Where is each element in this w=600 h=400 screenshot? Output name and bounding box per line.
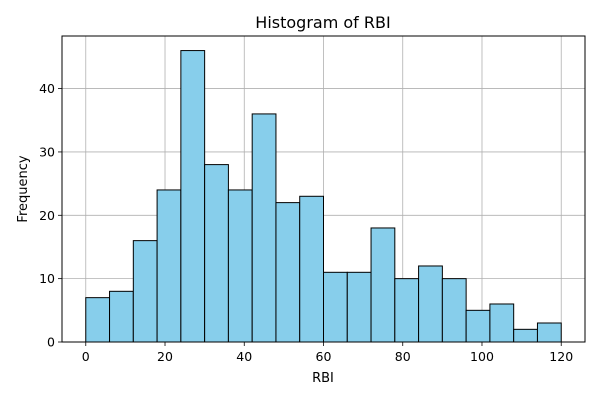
histogram-bar: [204, 164, 229, 343]
histogram-bar: [275, 202, 301, 343]
histogram-bar: [227, 189, 253, 343]
histogram-bar: [441, 278, 467, 343]
histogram-bar: [536, 322, 562, 343]
histogram-bar: [180, 50, 206, 343]
histogram-bar: [346, 271, 372, 343]
y-tick-label: 20: [39, 208, 55, 223]
x-tick-label: 100: [470, 349, 494, 364]
histogram-bar: [132, 240, 158, 343]
histogram-bar: [489, 303, 515, 343]
histogram-bar: [109, 290, 134, 343]
y-axis-label: Frequency: [16, 155, 31, 222]
histogram-bar: [370, 227, 396, 343]
x-tick-label: 60: [316, 349, 332, 364]
histogram-bars: [85, 50, 562, 343]
x-tick-label: 20: [157, 349, 173, 364]
histogram-bar: [251, 113, 277, 343]
x-tick-label: 0: [82, 349, 90, 364]
x-tick-label: 120: [549, 349, 573, 364]
x-axis-label: RBI: [312, 371, 334, 386]
histogram-bar: [299, 195, 324, 343]
histogram-bar: [85, 297, 111, 343]
x-tick-label: 40: [236, 349, 252, 364]
chart-title: Histogram of RBI: [255, 13, 390, 32]
y-tick-label: 40: [39, 81, 55, 96]
y-axis-ticks: 0 10 20 30 40: [39, 81, 62, 350]
x-tick-label: 80: [395, 349, 411, 364]
y-tick-label: 0: [47, 335, 55, 350]
histogram-bar: [418, 265, 443, 343]
histogram-bar: [513, 328, 538, 343]
histogram-bar: [394, 278, 420, 343]
y-tick-label: 30: [39, 144, 55, 159]
histogram-bar: [465, 309, 491, 343]
histogram-bar: [323, 271, 348, 343]
y-tick-label: 10: [39, 271, 55, 286]
x-axis-ticks: 0 20 40 60 80 100 120: [82, 342, 573, 364]
histogram-bar: [156, 189, 182, 343]
